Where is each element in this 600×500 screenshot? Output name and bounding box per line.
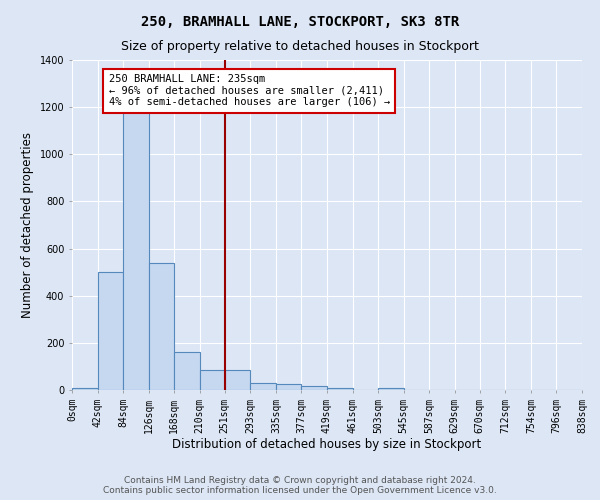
Bar	[225, 370, 250, 390]
Bar	[174, 352, 200, 390]
Text: Contains HM Land Registry data © Crown copyright and database right 2024.
Contai: Contains HM Land Registry data © Crown c…	[103, 476, 497, 495]
Bar	[301, 386, 327, 390]
Bar	[72, 388, 98, 390]
Text: Size of property relative to detached houses in Stockport: Size of property relative to detached ho…	[121, 40, 479, 53]
Y-axis label: Number of detached properties: Number of detached properties	[21, 132, 34, 318]
Bar	[276, 384, 301, 390]
Bar	[378, 388, 404, 390]
Text: 250 BRAMHALL LANE: 235sqm
← 96% of detached houses are smaller (2,411)
4% of sem: 250 BRAMHALL LANE: 235sqm ← 96% of detac…	[109, 74, 390, 108]
Text: 250, BRAMHALL LANE, STOCKPORT, SK3 8TR: 250, BRAMHALL LANE, STOCKPORT, SK3 8TR	[141, 15, 459, 29]
Bar	[250, 383, 276, 390]
Bar	[123, 107, 149, 390]
X-axis label: Distribution of detached houses by size in Stockport: Distribution of detached houses by size …	[172, 438, 482, 452]
Bar	[149, 262, 174, 390]
Bar	[98, 272, 123, 390]
Bar	[327, 388, 353, 390]
Bar	[200, 370, 225, 390]
